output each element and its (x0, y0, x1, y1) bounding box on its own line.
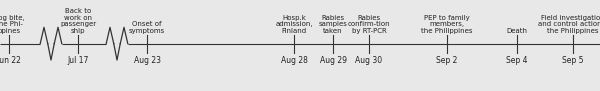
Text: Onset of
symptoms: Onset of symptoms (129, 21, 165, 34)
Text: Aug 23: Aug 23 (133, 56, 161, 65)
Text: Rabies
confirm-tion
by RT-PCR: Rabies confirm-tion by RT-PCR (347, 15, 391, 34)
Text: Sep 5: Sep 5 (562, 56, 584, 65)
Text: Rabies
samples
taken: Rabies samples taken (319, 15, 347, 34)
Text: Jun 22: Jun 22 (0, 56, 21, 65)
Text: Sep 4: Sep 4 (506, 56, 528, 65)
Text: Aug 30: Aug 30 (355, 56, 383, 65)
Text: Hosp.k
admission,
Finland: Hosp.k admission, Finland (275, 15, 313, 34)
Text: Field investigation
and control actions,
the Philippines: Field investigation and control actions,… (538, 15, 600, 34)
Text: Back to
work on
passenger
ship: Back to work on passenger ship (60, 8, 96, 34)
Text: Sep 2: Sep 2 (436, 56, 458, 65)
Text: Jul 17: Jul 17 (67, 56, 89, 65)
Text: Aug 28: Aug 28 (281, 56, 307, 65)
Text: Dog bite,
the Phi-
ppines: Dog bite, the Phi- ppines (0, 15, 25, 34)
Text: PEP to family
members,
the Philippines: PEP to family members, the Philippines (421, 15, 473, 34)
Text: Death: Death (507, 28, 528, 34)
Text: Aug 29: Aug 29 (320, 56, 347, 65)
